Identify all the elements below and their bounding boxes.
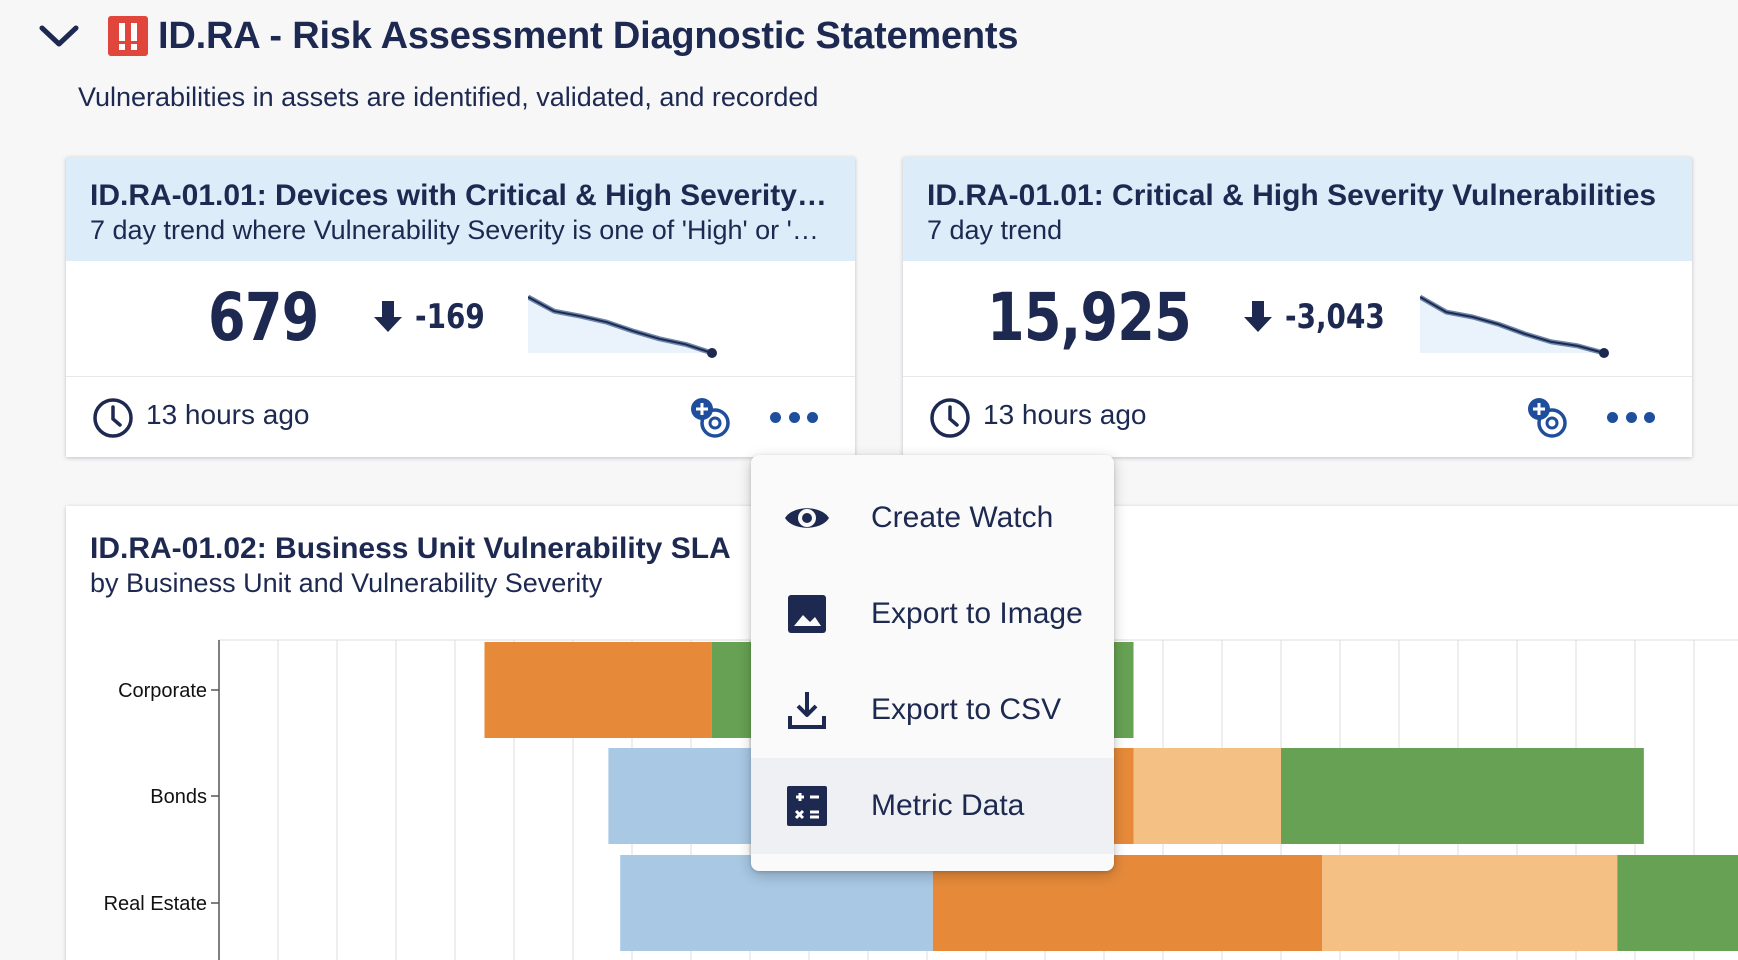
sparkline-area [1420,297,1604,353]
menu-item-export-image[interactable]: Export to Image [751,566,1114,662]
arrow-down-icon [374,301,402,332]
bar-segment [1617,855,1738,951]
kpi-card-vulnerabilities: ID.RA-01.01: Critical & High Severity Vu… [903,157,1692,457]
sparkline-end-point [707,348,717,358]
card-header: ID.RA-01.01: Devices with Critical & Hig… [66,157,855,261]
menu-item-export-csv[interactable]: Export to CSV [751,662,1114,758]
add-watch-icon[interactable] [1527,397,1571,441]
alert-badge-icon [108,16,148,56]
section-title: ID.RA - Risk Assessment Diagnostic State… [158,14,1019,57]
y-tick-label: Bonds [150,786,207,808]
kpi-delta-value: -3,043 [1285,297,1385,337]
card-title[interactable]: ID.RA-01.01: Devices with Critical & Hig… [90,179,831,212]
menu-item-label: Metric Data [871,789,1025,822]
kpi-body: 679 -169 [66,261,855,377]
section-header: ID.RA - Risk Assessment Diagnostic State… [36,14,1019,58]
sparkline [528,294,717,358]
eye-icon [783,494,831,542]
section-subtitle: Vulnerabilities in assets are identified… [78,82,819,112]
card-footer: 13 hours ago [903,377,1692,457]
sparkline-area [528,297,712,353]
bar-segment [620,855,933,951]
menu-item-label: Create Watch [871,501,1054,534]
bar-segment [484,642,712,738]
collapse-chevron-icon[interactable] [36,14,82,58]
calculator-icon [783,782,831,830]
kpi-value: 15,925 [987,279,1192,356]
add-watch-icon[interactable] [690,397,734,441]
card-footer: 13 hours ago [66,377,855,457]
last-updated: 13 hours ago [146,399,310,430]
kpi-delta: -169 [373,297,500,337]
card-title[interactable]: ID.RA-01.01: Critical & High Severity Vu… [927,179,1657,212]
card-subtitle: 7 day trend [927,215,1063,245]
sparkline-end-point [1599,348,1609,358]
download-icon [783,686,831,734]
kpi-delta-value: -169 [415,297,485,337]
bar-segment [1133,748,1281,844]
sparkline-line [1420,296,1605,354]
y-tick-label: Corporate [118,680,207,702]
sparkline [1420,294,1609,358]
bar-segment [1322,855,1618,951]
sparkline-line [528,296,713,354]
menu-item-label: Export to CSV [871,693,1062,726]
y-tick-label: Real Estate [104,893,207,915]
chart-title: ID.RA-01.02: Business Unit Vulnerability… [90,532,731,565]
kpi-value: 679 [208,279,319,356]
bar-segment [1281,748,1644,844]
menu-item-create-watch[interactable]: Create Watch [751,470,1114,566]
arrow-down-icon [1244,301,1272,332]
kpi-delta: -3,043 [1243,297,1407,337]
bar-segment [608,748,780,844]
clock-icon [93,398,133,438]
card-subtitle: 7 day trend where Vulnerability Severity… [90,215,831,245]
chart-subtitle: by Business Unit and Vulnerability Sever… [90,568,603,598]
bar-segment [932,855,1323,951]
clock-icon [930,398,970,438]
last-updated: 13 hours ago [983,399,1147,430]
more-options-icon[interactable] [770,407,818,427]
menu-item-label: Export to Image [871,597,1083,630]
menu-item-metric-data[interactable]: Metric Data [751,758,1114,854]
kpi-body: 15,925 -3,043 [903,261,1692,377]
card-options-menu: Create Watch Export to Image Export to C… [751,455,1114,871]
card-header: ID.RA-01.01: Critical & High Severity Vu… [903,157,1692,261]
kpi-card-devices: ID.RA-01.01: Devices with Critical & Hig… [66,157,855,457]
image-icon [783,590,831,638]
more-options-icon[interactable] [1607,407,1655,427]
